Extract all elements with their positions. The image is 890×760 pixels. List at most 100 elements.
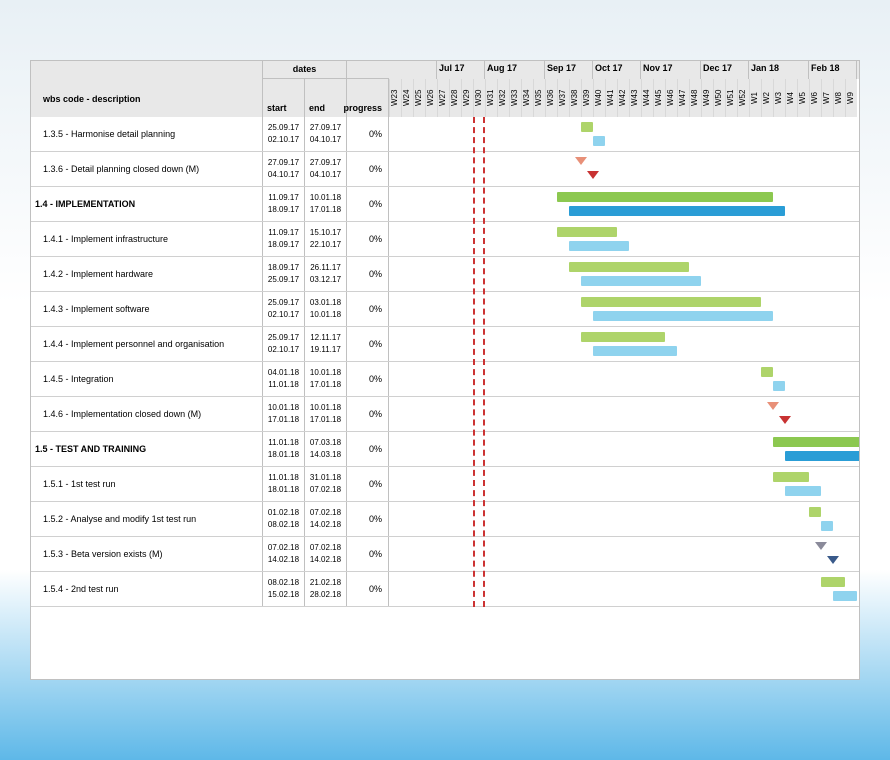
gantt-bar[interactable] xyxy=(569,262,689,272)
row-start-dates: 18.09.1725.09.17 xyxy=(263,257,304,291)
row-timeline xyxy=(389,117,859,151)
gantt-bar[interactable] xyxy=(557,227,617,237)
table-row[interactable]: 1.5.1 - 1st test run11.01.1818.01.1831.0… xyxy=(31,467,859,502)
week-header: W48 xyxy=(689,79,701,117)
gantt-bar[interactable] xyxy=(761,367,773,377)
week-header: W25 xyxy=(413,79,425,117)
row-end-dates: 10.01.1817.01.18 xyxy=(305,397,346,431)
row-timeline xyxy=(389,327,859,361)
table-row[interactable]: 1.4.3 - Implement software25.09.1702.10.… xyxy=(31,292,859,327)
row-progress: 0% xyxy=(347,362,388,396)
row-progress: 0% xyxy=(347,257,388,291)
row-description: 1.5 - TEST AND TRAINING xyxy=(31,432,262,466)
week-header: W46 xyxy=(665,79,677,117)
row-progress: 0% xyxy=(347,572,388,606)
week-header: W1 xyxy=(749,79,761,117)
month-header: Jan 18 xyxy=(749,61,809,79)
gantt-bar[interactable] xyxy=(773,437,859,447)
table-row[interactable]: 1.4.4 - Implement personnel and organisa… xyxy=(31,327,859,362)
table-row[interactable]: 1.5.4 - 2nd test run08.02.1815.02.1821.0… xyxy=(31,572,859,607)
gantt-rows: 1.3.5 - Harmonise detail planning25.09.1… xyxy=(31,117,859,607)
table-row[interactable]: 1.4 - IMPLEMENTATION11.09.1718.09.1710.0… xyxy=(31,187,859,222)
table-row[interactable]: 1.4.5 - Integration04.01.1811.01.1810.01… xyxy=(31,362,859,397)
milestone-icon[interactable] xyxy=(767,402,779,410)
row-timeline xyxy=(389,397,859,431)
gantt-bar[interactable] xyxy=(581,332,665,342)
gantt-bar[interactable] xyxy=(773,472,809,482)
week-header: W44 xyxy=(641,79,653,117)
row-description: 1.4.4 - Implement personnel and organisa… xyxy=(31,327,262,361)
table-row[interactable]: 1.3.6 - Detail planning closed down (M)2… xyxy=(31,152,859,187)
gantt-bar[interactable] xyxy=(581,122,593,132)
row-start-dates: 04.01.1811.01.18 xyxy=(263,362,304,396)
gantt-bar[interactable] xyxy=(785,451,859,461)
gantt-bar[interactable] xyxy=(557,192,773,202)
gantt-bar[interactable] xyxy=(773,381,785,391)
gantt-bar[interactable] xyxy=(785,486,821,496)
milestone-icon[interactable] xyxy=(779,416,791,424)
month-header: Nov 17 xyxy=(641,61,701,79)
row-timeline xyxy=(389,502,859,536)
milestone-icon[interactable] xyxy=(587,171,599,179)
header-end-label: end xyxy=(305,79,346,117)
table-row[interactable]: 1.4.2 - Implement hardware18.09.1725.09.… xyxy=(31,257,859,292)
week-header: W6 xyxy=(809,79,821,117)
milestone-icon[interactable] xyxy=(575,157,587,165)
row-start-dates: 25.09.1702.10.17 xyxy=(263,292,304,326)
table-row[interactable]: 1.4.1 - Implement infrastructure11.09.17… xyxy=(31,222,859,257)
row-timeline xyxy=(389,432,859,466)
row-progress: 0% xyxy=(347,432,388,466)
row-timeline xyxy=(389,537,859,571)
month-header: Oct 17 xyxy=(593,61,641,79)
week-header: W8 xyxy=(833,79,845,117)
row-description: 1.5.2 - Analyse and modify 1st test run xyxy=(31,502,262,536)
gantt-bar[interactable] xyxy=(821,577,845,587)
week-header: W2 xyxy=(761,79,773,117)
row-end-dates: 27.09.1704.10.17 xyxy=(305,117,346,151)
week-header: W42 xyxy=(617,79,629,117)
row-timeline xyxy=(389,362,859,396)
table-row[interactable]: 1.5 - TEST AND TRAINING11.01.1818.01.18 0… xyxy=(31,432,859,467)
gantt-bar[interactable] xyxy=(569,206,785,216)
gantt-bar[interactable] xyxy=(821,521,833,531)
row-start-dates: 10.01.1817.01.18 xyxy=(263,397,304,431)
row-timeline xyxy=(389,572,859,606)
row-start-dates: 25.09.1702.10.17 xyxy=(263,117,304,151)
week-header: W50 xyxy=(713,79,725,117)
milestone-icon[interactable] xyxy=(827,556,839,564)
gantt-bar[interactable] xyxy=(593,346,677,356)
row-timeline xyxy=(389,257,859,291)
table-row[interactable]: 1.5.2 - Analyse and modify 1st test run 0… xyxy=(31,502,859,537)
gantt-bar[interactable] xyxy=(569,241,629,251)
milestone-icon[interactable] xyxy=(815,542,827,550)
row-end-dates: 31.01.1807.02.18 xyxy=(305,467,346,501)
row-end-dates: 07.02.1814.02.18 xyxy=(305,502,346,536)
week-header: W23 xyxy=(389,79,401,117)
header-description-col: wbs code - description xyxy=(31,61,263,117)
row-start-dates: 11.01.1818.01.18 xyxy=(263,467,304,501)
row-description: 1.3.6 - Detail planning closed down (M) xyxy=(31,152,262,186)
row-description: 1.5.1 - 1st test run xyxy=(31,467,262,501)
header-progress-label: progress xyxy=(347,79,388,117)
row-end-dates: 12.11.1719.11.17 xyxy=(305,327,346,361)
week-header: W40 xyxy=(593,79,605,117)
table-row[interactable]: 1.4.6 - Implementation closed down (M)10… xyxy=(31,397,859,432)
gantt-bar[interactable] xyxy=(593,311,773,321)
header-dates-label: dates xyxy=(263,61,347,78)
row-description: 1.4 - IMPLEMENTATION xyxy=(31,187,262,221)
row-description: 1.4.2 - Implement hardware xyxy=(31,257,262,291)
gantt-bar[interactable] xyxy=(809,507,821,517)
week-header: W37 xyxy=(557,79,569,117)
table-row[interactable]: 1.5.3 - Beta version exists (M)07.02.181… xyxy=(31,537,859,572)
timeline-header: Jul 17Aug 17Sep 17Oct 17Nov 17Dec 17Jan … xyxy=(389,61,859,117)
gantt-bar[interactable] xyxy=(581,297,761,307)
table-row[interactable]: 1.3.5 - Harmonise detail planning25.09.1… xyxy=(31,117,859,152)
gantt-bar[interactable] xyxy=(593,136,605,146)
gantt-bar[interactable] xyxy=(581,276,701,286)
week-header: W28 xyxy=(449,79,461,117)
row-description: 1.4.5 - Integration xyxy=(31,362,262,396)
month-header: Dec 17 xyxy=(701,61,749,79)
week-header: W30 xyxy=(473,79,485,117)
gantt-bar[interactable] xyxy=(833,591,857,601)
row-start-dates: 11.01.1818.01.18 xyxy=(263,432,304,466)
